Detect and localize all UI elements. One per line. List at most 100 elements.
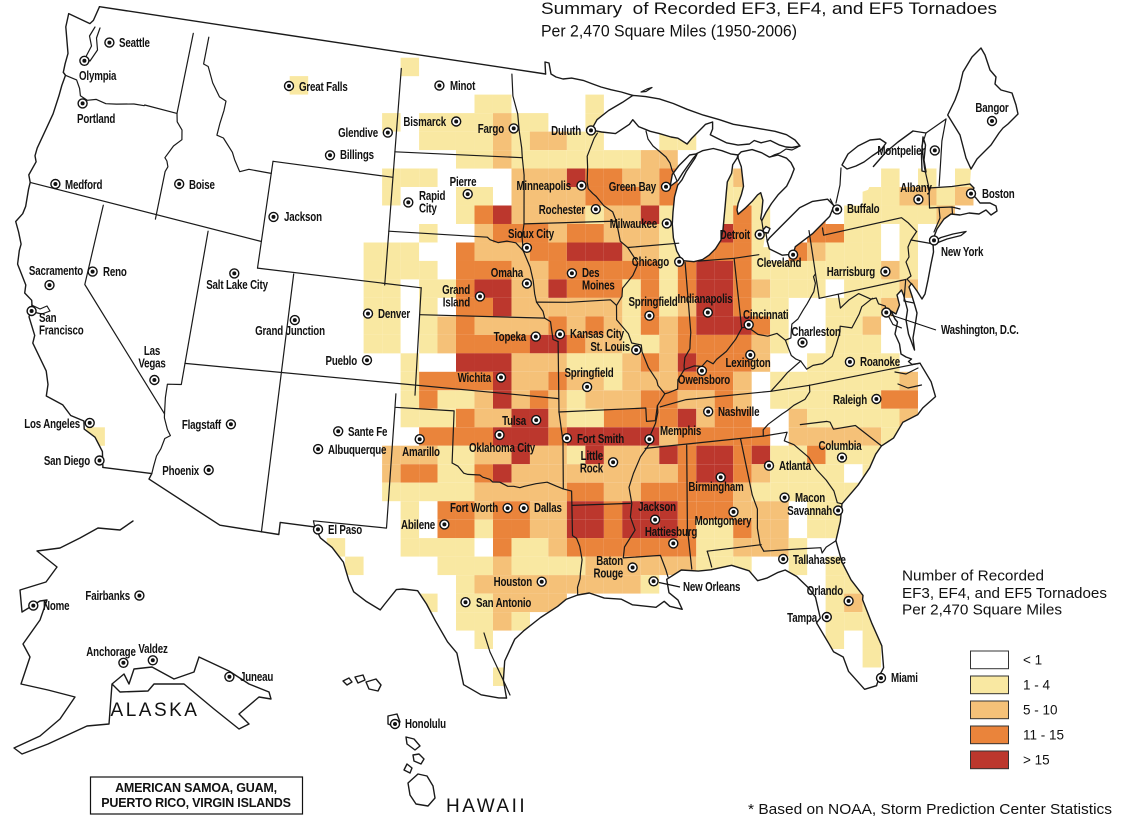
svg-text:Jackson: Jackson — [638, 501, 676, 514]
svg-text:Columbia: Columbia — [818, 440, 862, 453]
svg-text:Memphis: Memphis — [660, 425, 701, 438]
svg-text:Montgomery: Montgomery — [695, 515, 753, 528]
svg-text:Grand Junction: Grand Junction — [255, 325, 325, 338]
svg-text:5 - 10: 5 - 10 — [1023, 703, 1058, 718]
svg-text:Charleston: Charleston — [791, 326, 841, 339]
svg-text:Washington, D.C.: Washington, D.C. — [941, 324, 1019, 337]
svg-text:Seattle: Seattle — [119, 37, 150, 50]
svg-text:Nashville: Nashville — [718, 406, 759, 419]
svg-text:Fort Worth: Fort Worth — [450, 502, 498, 515]
svg-text:1 - 4: 1 - 4 — [1023, 678, 1051, 693]
svg-text:EF3, EF4, and EF5 Tornadoes: EF3, EF4, and EF5 Tornadoes — [902, 586, 1107, 602]
svg-text:Milwaukee: Milwaukee — [610, 218, 657, 231]
svg-text:Minot: Minot — [450, 80, 476, 93]
svg-text:Per 2,470 Square Miles (1950-2: Per 2,470 Square Miles (1950-2006) — [541, 22, 797, 41]
svg-text:> 15: > 15 — [1023, 753, 1050, 768]
svg-text:Anchorage: Anchorage — [86, 646, 135, 659]
svg-text:Miami: Miami — [891, 672, 918, 685]
svg-text:Dallas: Dallas — [534, 502, 562, 515]
svg-text:AMERICAN SAMOA, GUAM,: AMERICAN SAMOA, GUAM, — [115, 781, 277, 795]
svg-text:San Antonio: San Antonio — [476, 597, 532, 610]
svg-text:Portland: Portland — [77, 113, 116, 126]
svg-text:Glendive: Glendive — [338, 127, 378, 140]
svg-text:Houston: Houston — [494, 576, 533, 589]
svg-text:Albuquerque: Albuquerque — [328, 444, 386, 457]
svg-text:Tallahassee: Tallahassee — [793, 554, 846, 567]
svg-text:* Based on NOAA, Storm Predict: * Based on NOAA, Storm Prediction Center… — [748, 802, 1112, 818]
svg-text:Abilene: Abilene — [401, 519, 435, 532]
svg-text:Los Angeles: Los Angeles — [24, 418, 80, 431]
svg-text:Fargo: Fargo — [478, 123, 505, 136]
svg-text:Roanoke: Roanoke — [860, 356, 900, 369]
svg-text:Denver: Denver — [378, 308, 411, 321]
svg-text:Bangor: Bangor — [975, 102, 1009, 115]
svg-text:Springfield: Springfield — [628, 296, 677, 309]
svg-text:Duluth: Duluth — [551, 125, 581, 138]
svg-text:Springfield: Springfield — [564, 367, 613, 380]
svg-text:San Diego: San Diego — [44, 455, 90, 468]
svg-text:Jackson: Jackson — [284, 211, 322, 224]
svg-text:HAWAII: HAWAII — [446, 796, 527, 817]
svg-text:Kansas City: Kansas City — [570, 328, 625, 341]
svg-text:Omaha: Omaha — [491, 267, 524, 280]
svg-text:Savannah: Savannah — [787, 505, 832, 518]
svg-text:Juneau: Juneau — [240, 671, 273, 684]
svg-text:Bismarck: Bismarck — [403, 116, 446, 129]
svg-text:Rochester: Rochester — [539, 204, 586, 217]
svg-text:Phoenix: Phoenix — [162, 465, 200, 478]
svg-text:Number of Recorded: Number of Recorded — [902, 569, 1044, 585]
svg-text:Macon: Macon — [795, 492, 825, 505]
svg-text:Salt Lake City: Salt Lake City — [206, 279, 268, 292]
svg-text:Cleveland: Cleveland — [757, 257, 802, 270]
svg-text:Great Falls: Great Falls — [299, 81, 348, 94]
svg-text:PUERTO RICO, VIRGIN ISLANDS: PUERTO RICO, VIRGIN ISLANDS — [101, 796, 291, 810]
svg-text:Montpelier: Montpelier — [877, 145, 925, 158]
svg-text:Honolulu: Honolulu — [405, 718, 446, 731]
svg-text:Harrisburg: Harrisburg — [827, 266, 875, 279]
svg-text:Sioux City: Sioux City — [508, 228, 555, 241]
svg-text:Tulsa: Tulsa — [502, 415, 527, 428]
svg-text:Olympia: Olympia — [79, 70, 117, 83]
svg-text:St. Louis: St. Louis — [590, 341, 630, 354]
svg-text:Pueblo: Pueblo — [325, 355, 357, 368]
svg-text:Indianapolis: Indianapolis — [678, 293, 733, 306]
svg-text:Billings: Billings — [340, 149, 374, 162]
svg-text:Detroit: Detroit — [720, 229, 751, 242]
svg-text:Orlando: Orlando — [807, 585, 844, 598]
svg-text:Raleigh: Raleigh — [833, 394, 867, 407]
svg-text:Birmingham: Birmingham — [688, 481, 743, 494]
svg-text:Valdez: Valdez — [138, 643, 168, 656]
svg-text:11 - 15: 11 - 15 — [1023, 728, 1064, 743]
svg-text:< 1: < 1 — [1023, 653, 1042, 668]
svg-text:Wichita: Wichita — [458, 372, 492, 385]
svg-text:Medford: Medford — [65, 179, 103, 192]
svg-text:Summary of Recorded EF3, EF4,: Summary of Recorded EF3, EF4, and EF5 To… — [541, 0, 997, 18]
svg-text:Sacramento: Sacramento — [29, 265, 83, 278]
svg-text:Fort Smith: Fort Smith — [577, 433, 624, 446]
svg-text:Albany: Albany — [900, 182, 932, 195]
svg-text:Pierre: Pierre — [450, 176, 477, 189]
svg-text:Chicago: Chicago — [632, 256, 670, 269]
svg-text:Atlanta: Atlanta — [779, 460, 812, 473]
svg-text:El Paso: El Paso — [328, 524, 362, 537]
svg-text:Tampa: Tampa — [787, 612, 818, 625]
svg-text:Reno: Reno — [103, 266, 127, 279]
svg-text:Hattiesburg: Hattiesburg — [645, 526, 698, 539]
svg-text:Minneapolis: Minneapolis — [516, 180, 571, 193]
svg-text:Fairbanks: Fairbanks — [85, 590, 130, 603]
svg-text:Owensboro: Owensboro — [678, 374, 730, 387]
svg-text:New York: New York — [941, 246, 984, 259]
svg-text:Lexington: Lexington — [725, 357, 770, 370]
svg-text:Green Bay: Green Bay — [609, 181, 657, 194]
svg-text:ALASKA: ALASKA — [111, 700, 200, 721]
svg-text:New Orleans: New Orleans — [683, 581, 740, 594]
svg-text:Amarillo: Amarillo — [402, 446, 440, 459]
svg-text:Oklahoma City: Oklahoma City — [469, 442, 536, 455]
